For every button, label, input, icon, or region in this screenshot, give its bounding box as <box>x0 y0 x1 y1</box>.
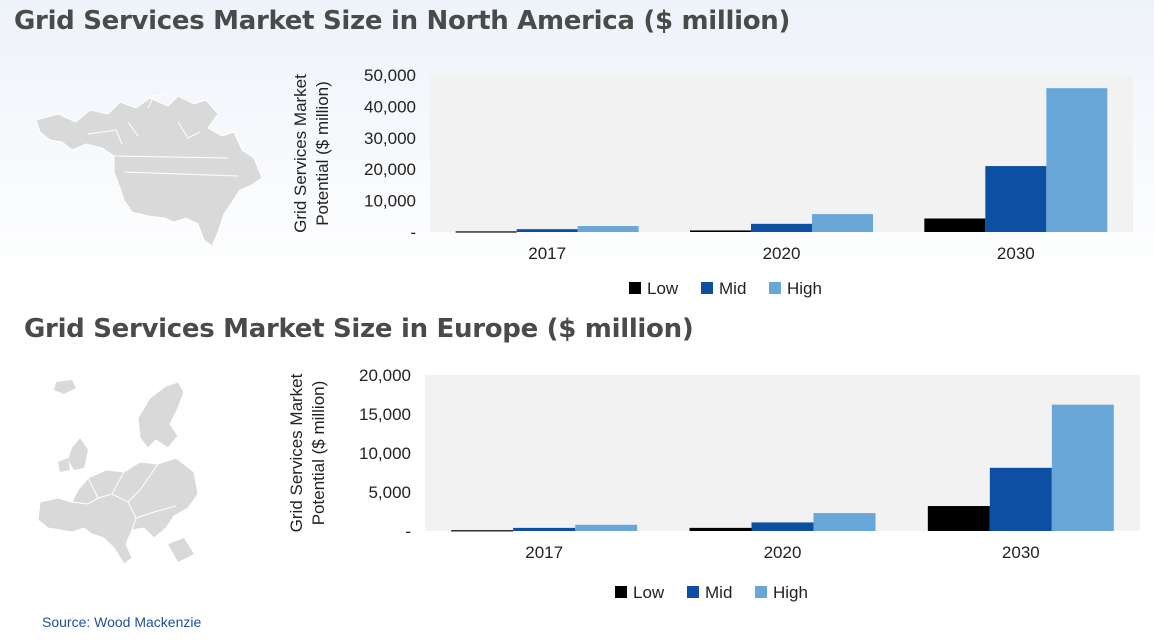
legend-swatch-high <box>769 282 781 294</box>
source-note: Source: Wood Mackenzie <box>42 614 202 630</box>
x-tick-label: 2020 <box>764 543 802 562</box>
bar-mid-2017 <box>513 527 576 531</box>
bar-low-2020 <box>689 527 752 531</box>
y-tick-label: 5,000 <box>368 483 411 502</box>
bar-high-2030 <box>1051 404 1114 531</box>
x-tick-label: 2020 <box>763 244 801 263</box>
bar-high-2020 <box>813 513 876 531</box>
y-axis-label: Potential ($ million) <box>313 81 332 226</box>
bar-high-2017 <box>577 226 639 232</box>
bar-low-2017 <box>451 530 514 532</box>
chart-title-europe: Grid Services Market Size in Europe ($ m… <box>24 314 694 344</box>
legend-swatch-low <box>615 586 627 598</box>
x-tick-label: 2030 <box>997 244 1035 263</box>
y-axis-label: Grid Services Market <box>291 74 310 233</box>
legend-swatch-low <box>629 282 641 294</box>
y-tick-label: - <box>405 522 411 541</box>
bar-mid-2030 <box>985 166 1047 232</box>
bar-high-2017 <box>575 524 638 531</box>
y-axis-label: Potential ($ million) <box>309 381 328 526</box>
y-tick-label: 20,000 <box>359 366 411 385</box>
bar-mid-2020 <box>751 522 814 531</box>
y-tick-label: 50,000 <box>364 66 416 85</box>
x-tick-label: 2017 <box>525 543 563 562</box>
y-axis-label: Grid Services Market <box>287 373 306 532</box>
europe-chart: - 5,000 10,000 15,000 20,000 Grid Services Ma… <box>287 366 1140 602</box>
y-tick-label: 10,000 <box>364 192 416 211</box>
legend-label-mid: Mid <box>705 583 732 602</box>
bar-low-2030 <box>924 218 986 232</box>
chart-title-north-america: Grid Services Market Size in North Ameri… <box>14 6 791 36</box>
north-america-map-icon <box>35 93 263 247</box>
bar-high-2020 <box>812 214 873 232</box>
y-tick-label: 30,000 <box>364 129 416 148</box>
legend-swatch-mid <box>701 282 713 294</box>
legend-label-mid: Mid <box>719 279 746 298</box>
legend-label-low: Low <box>647 279 679 298</box>
y-tick-label: 10,000 <box>359 444 411 463</box>
bar-low-2030 <box>927 506 990 531</box>
legend-label-high: High <box>773 583 808 602</box>
legend-label-high: High <box>787 279 822 298</box>
y-tick-label: 15,000 <box>359 405 411 424</box>
bar-mid-2030 <box>989 467 1052 531</box>
bar-mid-2017 <box>516 229 578 232</box>
legend-label-low: Low <box>633 583 665 602</box>
bar-high-2030 <box>1046 88 1108 232</box>
x-tick-label: 2030 <box>1002 543 1040 562</box>
north-america-chart: - 10,000 20,000 30,000 40,000 50,000 Grid Serv… <box>291 66 1133 298</box>
bar-low-2020 <box>690 230 751 232</box>
legend-swatch-high <box>755 586 767 598</box>
x-tick-label: 2017 <box>528 244 566 263</box>
legend-swatch-mid <box>687 586 699 598</box>
y-tick-label: - <box>410 223 416 242</box>
europe-map-icon <box>37 380 199 565</box>
bar-low-2017 <box>455 231 517 233</box>
y-tick-label: 20,000 <box>364 160 416 179</box>
bar-mid-2020 <box>751 223 812 232</box>
y-tick-label: 40,000 <box>364 97 416 116</box>
